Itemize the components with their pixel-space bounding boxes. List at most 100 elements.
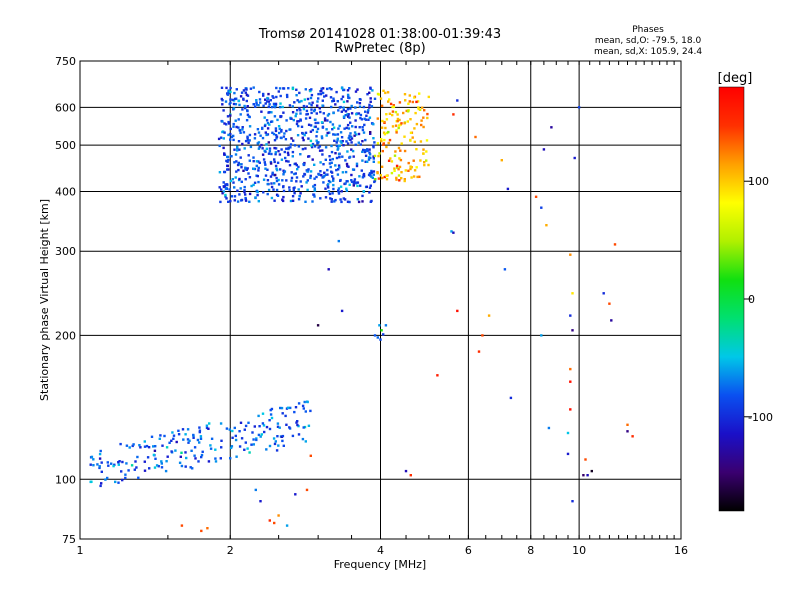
data-point	[348, 96, 351, 100]
data-point	[272, 102, 276, 106]
data-point	[296, 168, 299, 171]
data-point	[242, 97, 245, 100]
data-point	[330, 88, 333, 91]
data-point	[275, 188, 279, 192]
data-point	[297, 188, 300, 191]
x-axis-label: Frequency [MHz]	[334, 558, 426, 571]
data-point	[262, 178, 266, 181]
data-point	[287, 87, 290, 90]
data-point	[232, 134, 235, 138]
data-point	[348, 155, 352, 159]
stats-heading: Phases	[632, 25, 664, 35]
data-point	[268, 444, 272, 448]
data-point	[239, 421, 243, 424]
data-point	[327, 112, 331, 116]
data-point	[244, 139, 248, 143]
data-point	[331, 123, 335, 126]
data-point	[346, 108, 350, 111]
data-point	[283, 170, 287, 173]
data-point	[275, 86, 278, 90]
data-point	[238, 193, 241, 196]
y-axis-label: Stationary phase Virtual Height [km]	[38, 199, 51, 401]
data-point	[279, 168, 282, 171]
data-point	[309, 454, 312, 457]
data-point	[152, 453, 156, 457]
data-point	[304, 117, 308, 120]
data-point	[389, 157, 392, 160]
data-point	[330, 161, 333, 164]
data-point	[259, 435, 262, 438]
data-point	[232, 102, 236, 106]
data-point	[347, 113, 350, 116]
data-point	[315, 130, 319, 133]
data-point	[274, 127, 278, 130]
data-point	[384, 324, 388, 327]
data-point	[368, 106, 371, 109]
data-point	[187, 441, 190, 444]
data-point	[235, 455, 238, 458]
data-point	[279, 94, 282, 98]
data-point	[354, 143, 357, 146]
data-point	[229, 446, 233, 450]
data-point	[436, 374, 439, 377]
data-point	[361, 159, 364, 162]
data-point	[258, 98, 262, 101]
data-point	[320, 136, 324, 140]
data-point	[255, 160, 259, 163]
data-point	[346, 93, 350, 97]
data-point	[264, 167, 267, 170]
data-point	[265, 100, 269, 103]
data-point	[368, 191, 371, 194]
data-point	[341, 171, 345, 174]
data-point	[311, 158, 314, 161]
data-point	[274, 147, 278, 150]
data-point	[335, 90, 338, 94]
data-point	[244, 441, 247, 444]
data-point	[293, 172, 296, 176]
data-point	[184, 465, 187, 468]
data-point	[274, 129, 278, 133]
data-point	[503, 268, 507, 271]
data-point	[329, 158, 332, 162]
data-point	[602, 292, 605, 295]
data-point	[252, 103, 255, 106]
data-point	[117, 463, 120, 466]
data-point	[281, 439, 284, 443]
data-point	[278, 87, 282, 90]
data-point	[155, 464, 159, 467]
data-point	[182, 438, 185, 441]
data-point	[302, 104, 306, 108]
data-point	[332, 179, 335, 182]
data-point	[217, 137, 221, 141]
data-point	[366, 111, 370, 114]
data-point	[227, 122, 231, 125]
data-point	[354, 106, 357, 109]
data-point	[358, 105, 362, 108]
data-point	[273, 146, 276, 150]
data-point	[571, 292, 574, 295]
data-point	[421, 106, 424, 109]
data-point	[305, 181, 308, 184]
data-point	[214, 457, 217, 460]
data-point	[291, 87, 295, 91]
data-point	[369, 184, 372, 187]
data-point	[373, 180, 376, 184]
data-point	[322, 181, 325, 184]
data-point	[288, 186, 291, 189]
data-point	[372, 123, 375, 126]
data-point	[326, 114, 330, 117]
data-point	[234, 153, 238, 156]
data-point	[98, 465, 101, 468]
data-point	[118, 460, 121, 463]
colorbar-ticks: 100 0 -100	[744, 175, 773, 424]
data-point	[352, 155, 355, 158]
data-point	[294, 114, 297, 118]
data-point	[379, 97, 383, 100]
data-point	[608, 302, 611, 305]
data-point	[248, 200, 251, 203]
data-point	[96, 463, 99, 466]
data-point	[309, 176, 312, 180]
data-point	[425, 150, 428, 153]
data-point	[263, 161, 266, 164]
data-point	[323, 119, 327, 122]
